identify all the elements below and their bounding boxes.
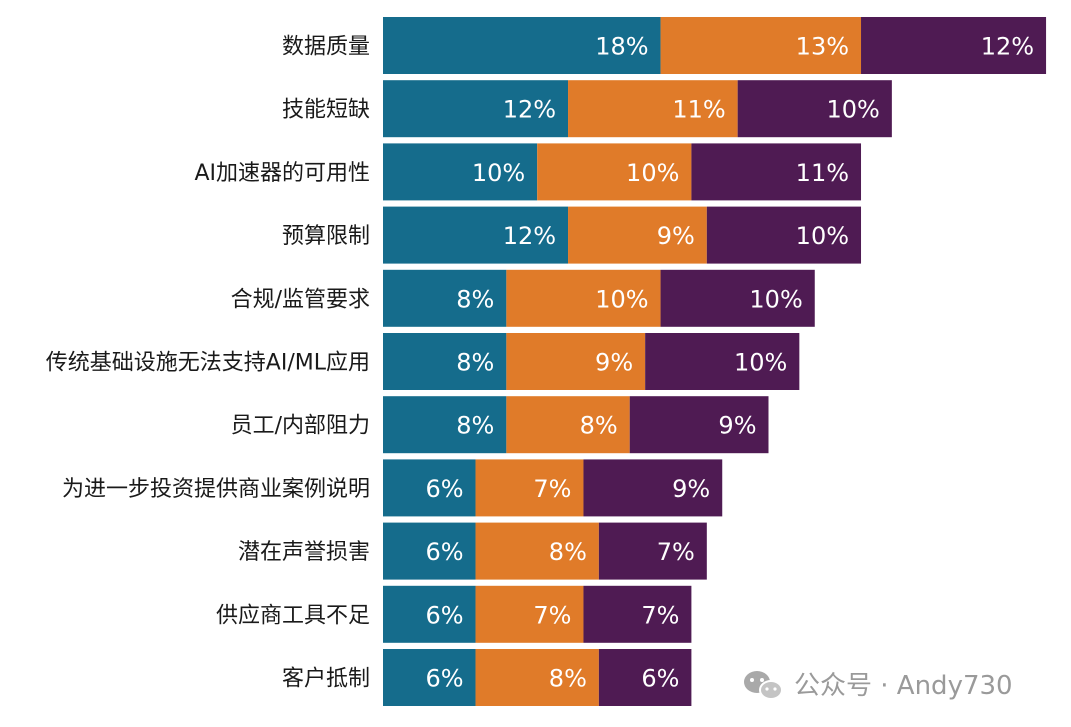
category-label: 供应商工具不足 (216, 603, 370, 628)
bar-segment (383, 649, 476, 706)
category-label: 为进一步投资提供商业案例说明 (62, 477, 370, 502)
bar-segment (383, 206, 569, 264)
bar-segment (537, 143, 692, 201)
bar-segment (383, 522, 476, 580)
value-label: 13% (796, 33, 849, 61)
bar-segment (629, 396, 769, 454)
value-label: 10% (595, 285, 648, 313)
wechat-icon (744, 671, 783, 700)
value-label: 6% (425, 538, 463, 566)
bar-segment (383, 269, 507, 327)
bar-segment (660, 269, 815, 327)
bar-segment (383, 333, 507, 390)
value-label: 9% (672, 475, 710, 503)
bar-segment (383, 17, 661, 74)
bar-segment (583, 459, 723, 517)
value-label: 7% (641, 601, 679, 629)
bar-segment (598, 649, 692, 706)
watermark: 公众号 · Andy730 (744, 671, 1013, 701)
category-label: 技能短缺 (282, 98, 370, 123)
value-label: 9% (657, 222, 695, 250)
value-label: 18% (595, 33, 648, 61)
value-label: 8% (456, 285, 494, 313)
value-label: 10% (749, 285, 802, 313)
value-label: 10% (472, 159, 525, 187)
bar-segment (383, 143, 538, 201)
bar-segment (583, 585, 692, 643)
category-label: 潜在声誉损害 (238, 540, 370, 565)
value-label: 8% (549, 665, 587, 693)
bar-segment (861, 17, 1047, 74)
category-label: 预算限制 (282, 224, 370, 249)
value-label: 8% (549, 538, 587, 566)
value-label: 8% (456, 412, 494, 440)
bar-segment (506, 333, 646, 390)
value-label: 12% (503, 222, 556, 250)
bar-segment (691, 143, 862, 201)
value-label: 10% (827, 96, 880, 124)
value-label: 6% (425, 601, 463, 629)
value-label: 12% (981, 33, 1034, 61)
bar-segment (475, 649, 599, 706)
value-label: 10% (626, 159, 679, 187)
category-label: AI加速器的可用性 (194, 161, 370, 186)
bar-segment (506, 269, 661, 327)
bar-segment (383, 585, 476, 643)
value-label: 9% (718, 412, 756, 440)
value-label: 8% (456, 349, 494, 377)
value-label: 11% (796, 159, 849, 187)
category-label: 客户抵制 (282, 667, 370, 692)
value-label: 6% (425, 665, 463, 693)
bar-segment (383, 80, 569, 138)
value-label: 7% (657, 538, 695, 566)
value-labels: 18% 13% 12% 12% 11% 10% 10% 10% 11% 12% 9% 10% 8% 10%… (425, 33, 1034, 693)
watermark-text: 公众号 · Andy730 (794, 671, 1013, 701)
bar-segment (568, 80, 738, 138)
value-label: 8% (580, 412, 618, 440)
value-label: 6% (425, 475, 463, 503)
category-label: 传统基础设施无法支持AI/ML应用 (46, 351, 370, 376)
bar-segment (737, 80, 892, 138)
value-label: 11% (672, 96, 725, 124)
bar-segment (383, 459, 476, 517)
category-label: 合规/监管要求 (231, 287, 370, 312)
category-label: 员工/内部阻力 (231, 414, 370, 439)
bar-segment (475, 522, 599, 580)
value-label: 9% (595, 349, 633, 377)
bar-segment (475, 459, 584, 517)
bar-segment (506, 396, 630, 454)
value-label: 7% (533, 475, 571, 503)
bars-layer (383, 17, 1047, 706)
value-label: 7% (533, 601, 571, 629)
bar-segment (706, 206, 862, 264)
value-label: 10% (734, 349, 787, 377)
category-label: 数据质量 (282, 35, 370, 60)
bar-segment (383, 396, 507, 454)
bar-segment (568, 206, 707, 264)
value-label: 6% (641, 665, 679, 693)
bar-segment (598, 522, 707, 580)
bar-segment (645, 333, 800, 390)
bar-segment (475, 585, 584, 643)
bar-segment (660, 17, 862, 74)
value-label: 12% (503, 96, 556, 124)
value-label: 10% (796, 222, 849, 250)
